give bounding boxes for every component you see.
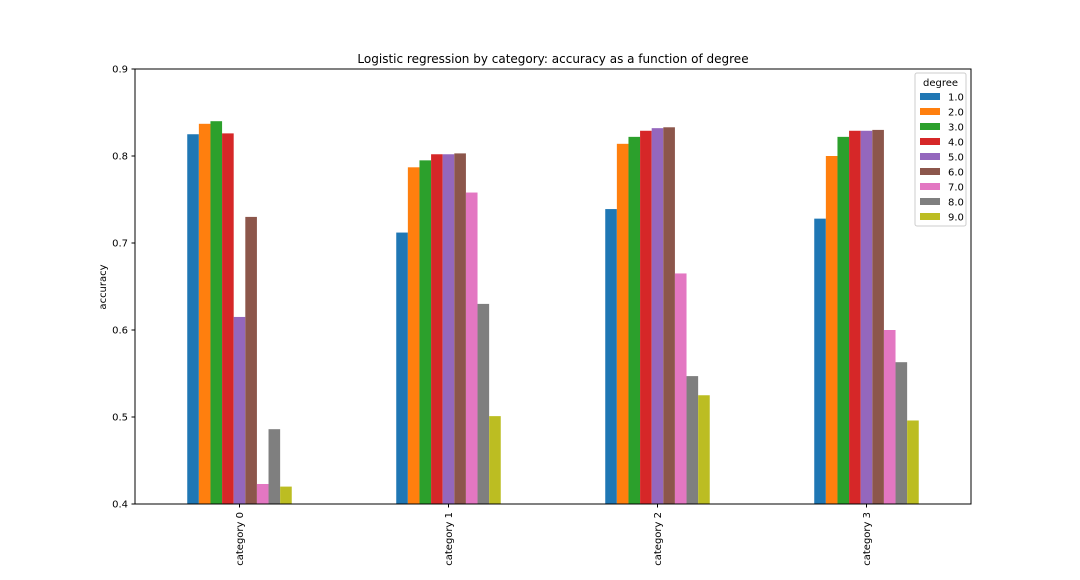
y-tick-label: 0.6 — [112, 326, 128, 337]
bar-category-3-degree-4.0 — [849, 130, 861, 504]
bar-category-0-degree-8.0 — [268, 429, 281, 504]
legend-swatch-4.0 — [920, 138, 940, 145]
legend-swatch-3.0 — [920, 123, 940, 130]
bar-category-2-degree-6.0 — [663, 127, 675, 504]
bar-category-3-degree-1.0 — [814, 218, 826, 504]
legend-label-6.0: 6.0 — [948, 168, 964, 179]
x-tick-label: category 0 — [235, 512, 246, 566]
bar-category-0-degree-5.0 — [233, 316, 246, 504]
y-tick-label: 0.9 — [112, 65, 128, 76]
bar-category-3-degree-7.0 — [883, 330, 896, 504]
bars-layer — [187, 121, 919, 505]
legend-swatch-8.0 — [920, 198, 940, 205]
x-tick-label: category 1 — [444, 512, 455, 566]
bar-category-3-degree-8.0 — [895, 362, 908, 504]
bar-category-0-degree-7.0 — [256, 483, 269, 504]
legend-swatch-9.0 — [920, 213, 940, 220]
x-tick-label: category 3 — [862, 512, 873, 566]
bar-category-2-degree-9.0 — [698, 395, 710, 504]
bar-category-3-degree-2.0 — [825, 156, 838, 504]
legend-swatch-1.0 — [920, 93, 940, 100]
bar-category-1-degree-6.0 — [454, 153, 466, 504]
bar-category-1-degree-4.0 — [431, 154, 443, 504]
legend-label-3.0: 3.0 — [948, 123, 964, 134]
legend-items: 1.0 2.0 3.0 4.0 5.0 6.0 7.0 8.0 9.0 — [920, 93, 964, 224]
y-axis-label: accuracy — [98, 264, 109, 309]
bar-category-3-degree-9.0 — [907, 420, 919, 504]
bar-category-2-degree-4.0 — [640, 130, 652, 504]
bar-category-1-degree-5.0 — [442, 154, 455, 504]
y-tick-label: 0.8 — [112, 152, 128, 163]
x-axis: category 0 category 1 category 2 category 3 — [235, 504, 873, 566]
y-tick-label: 0.4 — [112, 500, 128, 511]
legend-swatch-2.0 — [920, 108, 940, 115]
bar-category-3-degree-5.0 — [860, 130, 873, 504]
y-tick-label: 0.5 — [112, 413, 128, 424]
bar-category-1-degree-1.0 — [396, 232, 408, 504]
bar-category-3-degree-3.0 — [837, 136, 850, 505]
bar-category-2-degree-3.0 — [628, 136, 641, 505]
bar-category-0-degree-4.0 — [222, 133, 234, 504]
bar-category-2-degree-8.0 — [686, 376, 699, 504]
legend-label-8.0: 8.0 — [948, 198, 964, 209]
bar-category-0-degree-1.0 — [187, 134, 199, 504]
legend: degree 1.0 2.0 3.0 4.0 5.0 6.0 7.0 8.0 9.0 — [914, 72, 967, 227]
bar-category-1-degree-9.0 — [489, 416, 501, 504]
bar-category-1-degree-8.0 — [477, 303, 490, 504]
bar-category-1-degree-3.0 — [419, 160, 432, 504]
bar-category-3-degree-6.0 — [872, 129, 884, 504]
legend-swatch-6.0 — [920, 168, 940, 175]
legend-title: degree — [923, 78, 958, 89]
bar-category-0-degree-2.0 — [198, 123, 211, 504]
bar-category-2-degree-5.0 — [651, 128, 664, 504]
bar-category-2-degree-1.0 — [605, 209, 617, 504]
bar-category-1-degree-7.0 — [465, 192, 478, 505]
bar-category-2-degree-2.0 — [616, 143, 629, 504]
legend-label-1.0: 1.0 — [948, 93, 964, 104]
x-tick-label: category 2 — [653, 512, 664, 566]
legend-label-2.0: 2.0 — [948, 108, 964, 119]
y-tick-label: 0.7 — [112, 239, 128, 250]
legend-label-7.0: 7.0 — [948, 183, 964, 194]
plot-area-frame — [134, 68, 972, 505]
chart-title: Logistic regression by category: accurac… — [357, 52, 748, 66]
bar-category-0-degree-3.0 — [210, 121, 223, 504]
legend-swatch-7.0 — [920, 183, 940, 190]
bar-category-0-degree-6.0 — [245, 216, 257, 504]
bar-category-0-degree-9.0 — [280, 486, 292, 504]
legend-label-4.0: 4.0 — [948, 138, 964, 149]
y-axis: 0.4 0.5 0.6 0.7 0.8 0.9 — [112, 65, 135, 511]
bar-category-1-degree-2.0 — [407, 167, 420, 504]
legend-label-9.0: 9.0 — [948, 213, 964, 224]
legend-label-5.0: 5.0 — [948, 153, 964, 164]
legend-swatch-5.0 — [920, 153, 940, 160]
bar-category-2-degree-7.0 — [674, 273, 687, 504]
